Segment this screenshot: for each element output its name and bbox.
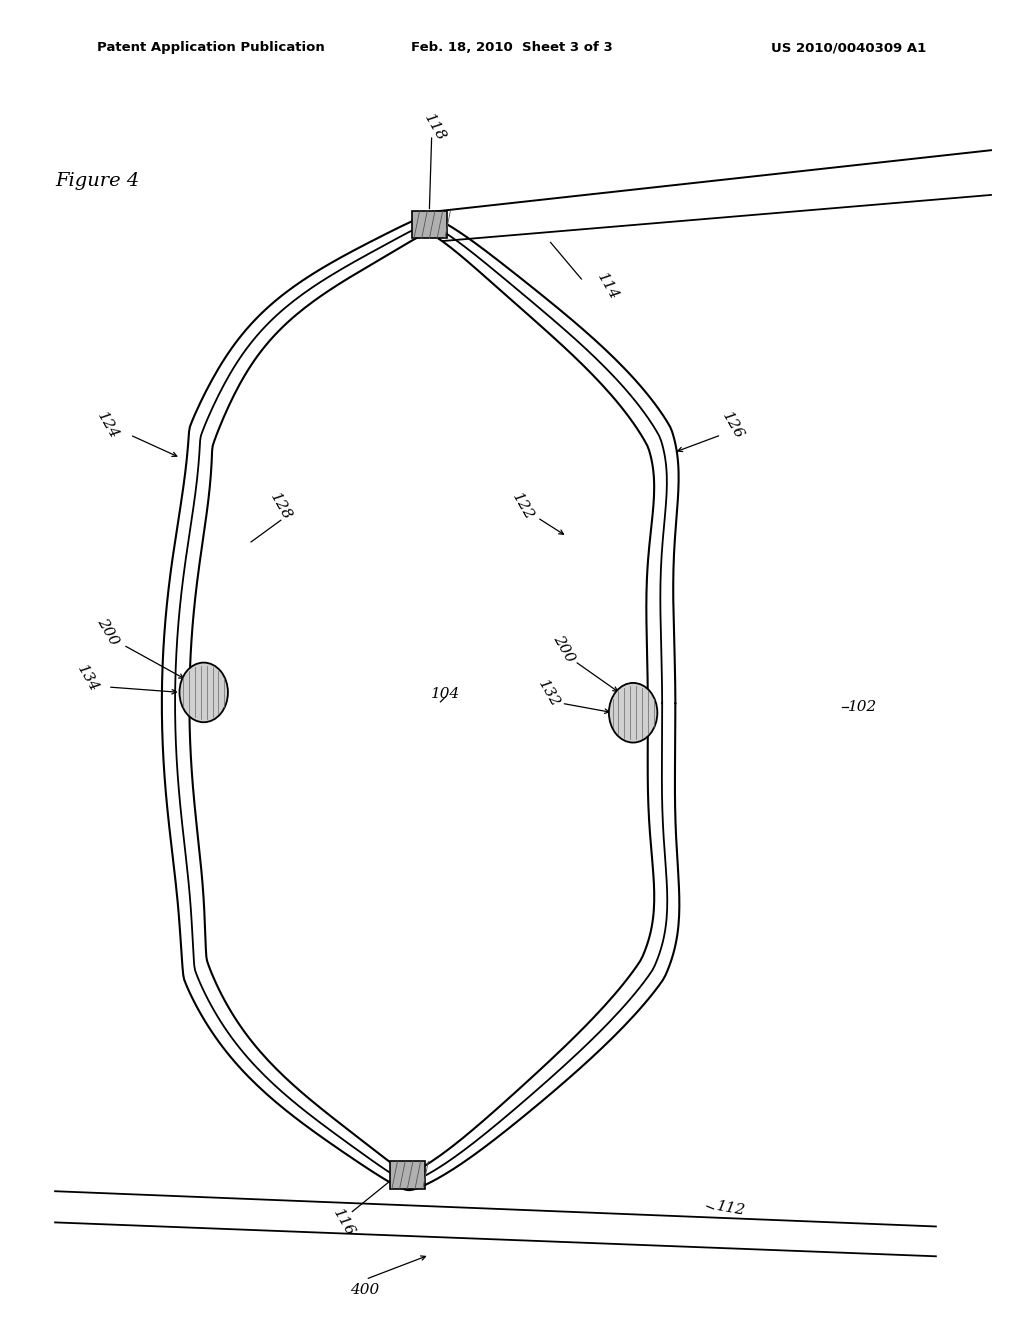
Text: 112: 112 bbox=[716, 1200, 746, 1218]
Text: 128: 128 bbox=[267, 491, 294, 523]
Circle shape bbox=[179, 663, 228, 722]
FancyBboxPatch shape bbox=[412, 211, 447, 239]
Text: 114: 114 bbox=[595, 271, 622, 304]
Text: 102: 102 bbox=[848, 701, 878, 714]
FancyBboxPatch shape bbox=[390, 1162, 425, 1188]
Text: Figure 4: Figure 4 bbox=[55, 173, 139, 190]
Text: 132: 132 bbox=[535, 677, 562, 710]
Text: 134: 134 bbox=[75, 663, 101, 696]
Text: 126: 126 bbox=[719, 409, 745, 442]
Text: 200: 200 bbox=[94, 615, 121, 648]
Text: 116: 116 bbox=[330, 1206, 357, 1238]
Text: 104: 104 bbox=[431, 686, 461, 701]
Circle shape bbox=[609, 682, 657, 743]
Text: 200: 200 bbox=[550, 632, 578, 665]
Text: Patent Application Publication: Patent Application Publication bbox=[97, 41, 325, 54]
Text: 122: 122 bbox=[510, 491, 537, 523]
Text: 124: 124 bbox=[94, 409, 121, 442]
Text: US 2010/0040309 A1: US 2010/0040309 A1 bbox=[771, 41, 927, 54]
Text: Feb. 18, 2010  Sheet 3 of 3: Feb. 18, 2010 Sheet 3 of 3 bbox=[411, 41, 613, 54]
Text: 400: 400 bbox=[350, 1283, 379, 1298]
Text: 118: 118 bbox=[422, 111, 449, 144]
